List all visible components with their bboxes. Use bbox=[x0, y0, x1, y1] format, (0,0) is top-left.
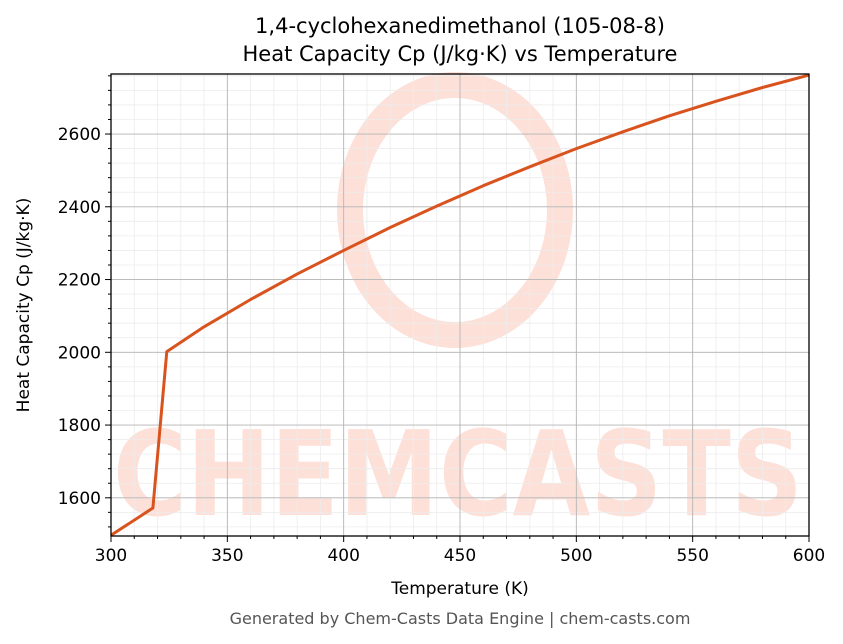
x-tick-label: 450 bbox=[444, 546, 476, 566]
chart-title-line-1: 1,4-cyclohexanedimethanol (105-08-8) bbox=[255, 14, 665, 38]
watermark-swirl bbox=[337, 72, 573, 348]
watermark-text: CHEMCASTS bbox=[113, 405, 803, 543]
x-tick-label: 400 bbox=[327, 546, 359, 566]
x-tick-label: 300 bbox=[95, 546, 127, 566]
x-tick-label: 600 bbox=[793, 546, 825, 566]
x-tick-label: 500 bbox=[560, 546, 592, 566]
series-line bbox=[110, 73, 810, 537]
series-group bbox=[110, 73, 810, 537]
major-grid bbox=[110, 74, 810, 536]
x-axis-label: Temperature (K) bbox=[390, 579, 529, 599]
x-tick-label: 350 bbox=[211, 546, 243, 566]
y-tick-label: 2000 bbox=[58, 343, 101, 363]
y-axis-label: Heat Capacity Cp (J/kg·K) bbox=[14, 198, 34, 413]
x-tick-label: 550 bbox=[676, 546, 708, 566]
y-tick-label: 2600 bbox=[58, 125, 101, 145]
y-tick-label: 1800 bbox=[58, 416, 101, 436]
chemcasts-watermark: CHEMCASTS bbox=[113, 72, 803, 543]
y-axis-ticks: 1600 1800 2000 2200 2400 2600 bbox=[58, 75, 111, 528]
chart-title-line-2: Heat Capacity Cp (J/kg·K) vs Temperature bbox=[243, 42, 678, 66]
y-tick-label: 1600 bbox=[58, 489, 101, 509]
footer-credit: Generated by Chem-Casts Data Engine | ch… bbox=[230, 609, 691, 628]
y-tick-label: 2200 bbox=[58, 271, 101, 291]
x-axis-ticks: 300 350 400 450 500 550 600 bbox=[95, 536, 825, 566]
y-tick-label: 2400 bbox=[58, 198, 101, 218]
